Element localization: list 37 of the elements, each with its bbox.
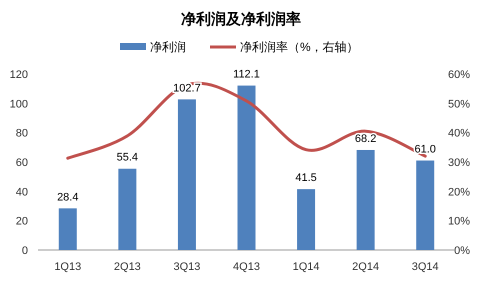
y-tick-label: 20	[16, 216, 28, 228]
y-tick-label: 40	[16, 186, 28, 198]
y-tick-label: 120	[10, 69, 28, 81]
x-tick-label: 1Q14	[292, 261, 320, 273]
data-label: 68.2	[354, 132, 376, 145]
bar	[238, 86, 256, 250]
data-label: 28.4	[57, 191, 78, 204]
x-tick-label: 3Q14	[412, 261, 439, 273]
bar	[58, 208, 77, 250]
y2-tick-label: 10%	[448, 216, 470, 228]
bar	[118, 168, 136, 250]
bar	[416, 160, 434, 250]
bar	[297, 189, 316, 250]
y-tick-label: 80	[16, 128, 28, 140]
chart-title: 净利润及净利润率	[181, 10, 301, 28]
y-tick-label: 60	[16, 157, 28, 169]
legend-label: 净利润	[150, 40, 186, 54]
x-tick-label: 4Q13	[233, 261, 260, 273]
data-label: 112.1	[233, 68, 260, 81]
legend-label: 净利润率（%，右轴）	[240, 40, 359, 54]
bar	[356, 150, 375, 250]
x-tick-label: 2Q14	[352, 261, 380, 273]
data-label: 55.4	[116, 152, 138, 164]
y2-tick-label: 30%	[448, 157, 470, 169]
y2-tick-label: 0%	[454, 245, 470, 257]
x-tick-label: 1Q13	[54, 261, 82, 273]
y2-tick-label: 40%	[448, 128, 470, 140]
x-tick-label: 3Q13	[173, 261, 200, 273]
y2-tick-label: 60%	[448, 69, 470, 81]
y-tick-label: 0	[22, 245, 28, 257]
data-label: 41.5	[295, 172, 317, 184]
y2-tick-label: 50%	[448, 98, 470, 110]
x-tick-label: 2Q13	[114, 261, 141, 273]
data-label: 61.0	[414, 144, 436, 156]
y2-tick-label: 20%	[448, 186, 470, 198]
bar	[178, 99, 196, 250]
y-tick-label: 100	[10, 98, 28, 110]
